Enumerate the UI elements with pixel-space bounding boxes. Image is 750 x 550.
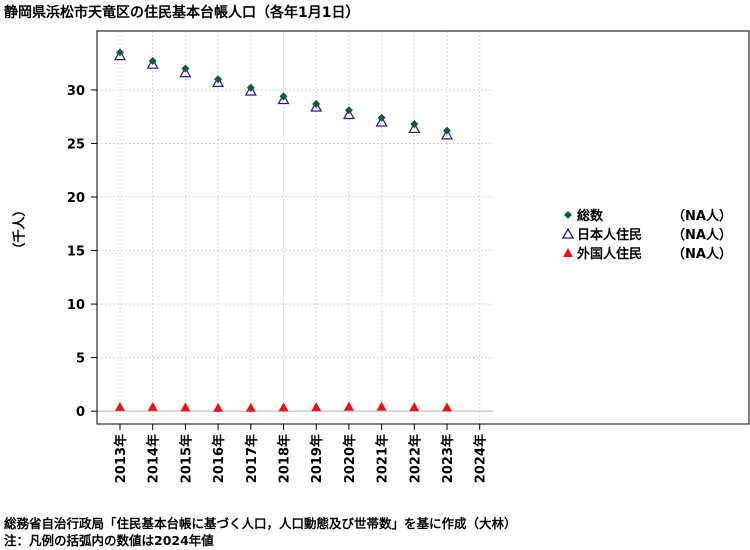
foreign-point [213,402,224,412]
foreign-point [278,402,289,412]
japanese-point [440,128,454,140]
x-tick-label: 2017年 [244,434,260,483]
footnotes: 総務省自治行政局「住民基本台帳に基づく人口，人口動態及び世帯数」を基に作成（大林… [4,515,517,549]
total-point [443,126,451,135]
y-tick-label: 20 [67,191,85,206]
x-tick-label: 2021年 [375,434,391,483]
plot-frame [96,30,750,425]
y-tick-label: 0 [76,405,85,420]
y-tick-label: 5 [76,352,85,367]
total-point [116,48,124,57]
y-tick-label: 25 [67,137,85,152]
total-point [279,92,288,101]
x-tick-label: 2019年 [309,434,325,483]
japanese-point [146,57,159,69]
total-point [214,75,223,84]
legend-label: 外国人住民 [577,247,643,262]
total-point [377,113,386,122]
total-point [148,56,157,65]
open-triangle-icon [561,227,577,241]
source-note: 総務省自治行政局「住民基本台帳に基づく人口，人口動態及び世帯数」を基に作成（大林… [4,516,517,531]
legend-item-total: 総数 （NA人） [561,205,732,224]
legend: 総数 （NA人） 日本人住民 （NA人） 外国人住民 （NA人） [561,205,732,262]
total-point [312,99,321,108]
japanese-point [342,108,355,120]
x-tick-label: 2013年 [113,434,129,483]
foreign-point [442,402,452,412]
chart-title: 静岡県浜松市天竜区の住民基本台帳人口（各年1月1日） [4,5,360,21]
y-tick-label: 15 [67,245,85,260]
x-tick-label: 2014年 [146,434,162,483]
japanese-point [375,115,388,127]
x-tick-label: 2024年 [473,434,489,483]
japanese-point [244,84,257,96]
japanese-point [113,49,127,61]
foreign-point [115,401,125,411]
y-tick-label: 30 [67,84,85,99]
x-tick-label: 2020年 [342,434,358,483]
legend-note: （NA人） [672,209,732,224]
japanese-point [310,100,323,112]
filled-diamond-icon [561,208,577,222]
legend-note: （NA人） [672,228,732,243]
y-tick-label: 10 [67,298,85,313]
japanese-point [212,76,225,88]
caption-note: 注：凡例の括弧内の数値は2024年値 [4,533,214,548]
japanese-point [408,122,421,134]
foreign-point [147,401,158,411]
filled-triangle-icon [561,246,577,260]
total-point [181,64,190,73]
x-tick-label: 2015年 [178,434,194,483]
legend-label: 総数 [577,209,604,224]
x-tick-label: 2016年 [211,434,227,483]
foreign-point [245,402,256,412]
x-tick-label: 2023年 [440,434,456,483]
japanese-point [179,66,192,78]
legend-label: 日本人住民 [577,228,643,243]
foreign-point [376,401,387,411]
legend-item-japanese: 日本人住民 （NA人） [561,224,732,243]
japanese-point [277,93,290,105]
total-point [344,106,353,115]
x-tick-label: 2018年 [277,434,293,483]
legend-note: （NA人） [672,247,732,262]
foreign-point [180,402,191,412]
total-point [246,83,255,92]
total-point [410,120,419,129]
foreign-point [311,402,322,412]
legend-item-foreign: 外国人住民 （NA人） [561,243,732,262]
x-tick-label: 2022年 [407,434,423,483]
foreign-point [409,402,420,412]
foreign-point [343,401,354,411]
